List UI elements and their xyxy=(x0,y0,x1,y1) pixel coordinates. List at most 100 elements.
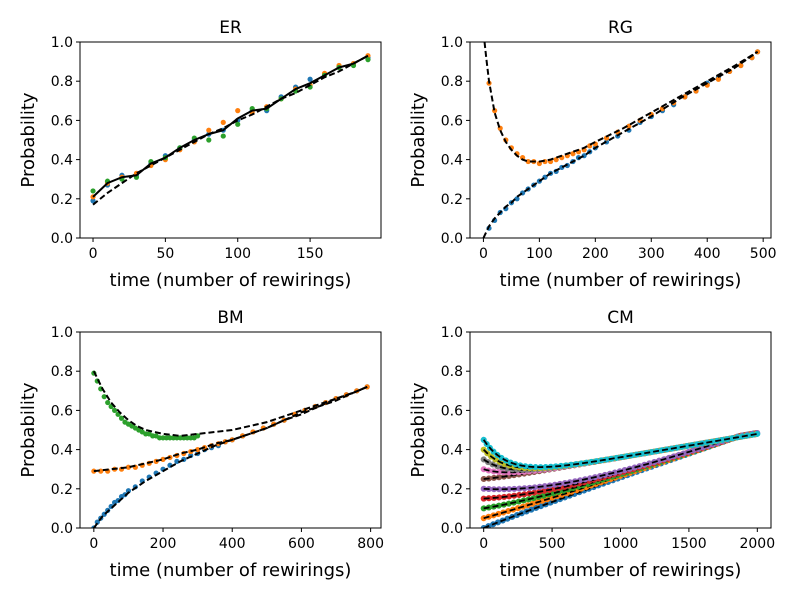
y-tick-label: 0.4 xyxy=(51,443,73,459)
data-point xyxy=(90,198,96,204)
fit-line-dashed xyxy=(482,433,758,469)
data-point xyxy=(206,137,212,143)
y-tick-label: 1.0 xyxy=(51,325,73,341)
data-point xyxy=(738,62,744,69)
data-point xyxy=(206,127,212,133)
fit-line-dashed xyxy=(92,370,368,437)
y-tick-label: 0.2 xyxy=(441,482,463,498)
data-point xyxy=(90,188,96,194)
data-point xyxy=(715,76,722,82)
axes-frame xyxy=(469,331,772,529)
chart-title: CM xyxy=(607,308,634,328)
x-tick-label: 100 xyxy=(526,246,553,262)
x-tick-label: 0 xyxy=(479,536,488,552)
y-tick-label: 0.0 xyxy=(51,521,73,537)
x-tick-label: 200 xyxy=(150,536,177,552)
x-tick-label: 200 xyxy=(582,246,609,262)
plot-area xyxy=(480,429,761,528)
data-point xyxy=(307,76,313,82)
x-tick-label: 300 xyxy=(638,246,665,262)
x-tick-label: 0 xyxy=(89,246,98,262)
x-tick-label: 400 xyxy=(219,536,246,552)
x-tick-label: 500 xyxy=(750,246,777,262)
data-point xyxy=(514,196,520,202)
fit-line-dashed xyxy=(482,50,759,238)
y-axis-label: Probability xyxy=(408,382,429,477)
plot-area xyxy=(91,370,370,528)
y-axis-label: Probability xyxy=(408,92,429,187)
y-tick-label: 0.8 xyxy=(51,364,73,380)
data-point xyxy=(220,133,226,139)
chart-title: ER xyxy=(219,18,242,38)
axes-frame xyxy=(79,41,382,239)
data-series xyxy=(480,430,761,471)
x-tick-label: 1000 xyxy=(603,536,639,552)
fit-line-dashed xyxy=(483,42,759,163)
y-tick-label: 0.6 xyxy=(441,113,463,129)
y-tick-label: 0.2 xyxy=(51,192,73,208)
x-tick-label: 0 xyxy=(89,536,98,552)
y-tick-label: 0.4 xyxy=(51,153,73,169)
data-point xyxy=(365,57,371,63)
x-tick-label: 400 xyxy=(694,246,721,262)
y-tick-label: 0.4 xyxy=(441,443,463,459)
data-point xyxy=(235,121,241,127)
subplot-bm: 0 200 400 600 800 0.0 0.2 0.4 0.6 0.8 1.0 BM time (n… xyxy=(18,308,384,581)
y-tick-label: 0.2 xyxy=(441,192,463,208)
axes-frame xyxy=(469,41,772,239)
y-tick-label: 0.6 xyxy=(51,403,73,419)
x-tick-label: 2000 xyxy=(739,536,775,552)
y-tick-label: 0.2 xyxy=(51,482,73,498)
plot-area xyxy=(482,42,761,238)
data-point xyxy=(101,394,107,400)
y-tick-label: 1.0 xyxy=(441,325,463,341)
data-point xyxy=(174,458,180,464)
x-axis-label: time (number of rewirings) xyxy=(110,270,352,291)
data-point xyxy=(118,415,125,421)
x-axis-label: time (number of rewirings) xyxy=(500,560,742,581)
y-tick-label: 0.0 xyxy=(441,521,463,537)
x-tick-label: 1500 xyxy=(671,536,707,552)
x-axis-label: time (number of rewirings) xyxy=(110,560,352,581)
fit-line-dashed xyxy=(92,54,369,206)
data-point xyxy=(570,151,576,157)
y-tick-label: 0.0 xyxy=(51,231,73,247)
subplot-rg: 0 100 200 300 400 500 0.0 0.2 0.4 0.6 0.8 1.0 RG time… xyxy=(408,18,777,291)
x-tick-label: 50 xyxy=(156,246,174,262)
data-point xyxy=(105,399,111,406)
y-tick-label: 0.0 xyxy=(441,231,463,247)
x-tick-label: 0 xyxy=(479,246,488,262)
x-tick-label: 500 xyxy=(539,536,566,552)
y-tick-label: 0.8 xyxy=(441,74,463,90)
y-tick-label: 0.6 xyxy=(51,113,73,129)
x-tick-label: 600 xyxy=(288,536,315,552)
x-axis-label: time (number of rewirings) xyxy=(500,270,742,291)
y-tick-label: 0.6 xyxy=(441,403,463,419)
fit-line-dashed xyxy=(93,385,368,528)
x-tick-label: 100 xyxy=(224,246,251,262)
x-tick-label: 800 xyxy=(357,536,384,552)
plot-area xyxy=(90,53,371,206)
subplot-cm: 0 500 1000 1500 2000 0.0 0.2 0.4 0.6 0.8 1.0 CM time… xyxy=(408,308,775,581)
y-tick-label: 1.0 xyxy=(51,35,73,51)
data-point xyxy=(111,407,118,413)
data-point xyxy=(626,123,632,129)
axes-frame xyxy=(79,331,382,529)
fit-line-solid xyxy=(92,54,369,198)
fit-line-dashed xyxy=(483,432,758,491)
y-tick-label: 0.8 xyxy=(51,74,73,90)
data-point xyxy=(519,155,526,161)
data-point xyxy=(235,108,241,114)
y-tick-label: 0.8 xyxy=(441,364,463,380)
y-axis-label: Probability xyxy=(18,92,39,187)
subplot-er: 0 50 100 150 0.0 0.2 0.4 0.6 0.8 1.0 ER time (numbe… xyxy=(18,18,382,291)
fit-line-dashed xyxy=(93,385,368,473)
y-axis-label: Probability xyxy=(18,382,39,477)
data-point xyxy=(91,468,97,474)
y-tick-label: 1.0 xyxy=(441,35,463,51)
data-point xyxy=(220,119,226,125)
chart-title: BM xyxy=(217,308,243,328)
data-point xyxy=(659,106,666,112)
data-point xyxy=(125,488,132,494)
